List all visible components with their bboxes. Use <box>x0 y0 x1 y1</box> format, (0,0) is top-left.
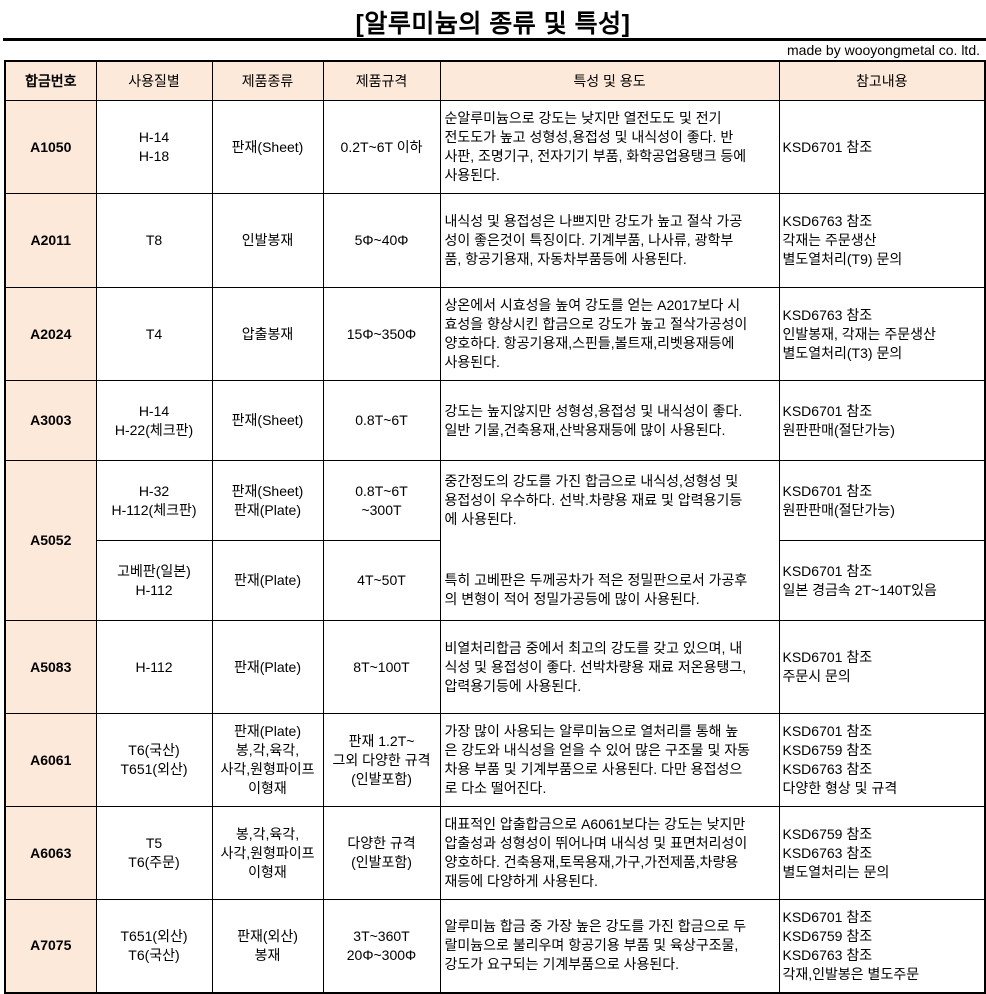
spec-cell: 4T~50T <box>322 540 441 621</box>
spec-cell: 3T~360T 20Φ~300Φ <box>322 899 441 993</box>
alloy-cell: A5083 <box>4 620 97 714</box>
table-row: A5083 H-112 판재(Plate) 8T~100T 비열처리합금 중에서 최고의… <box>4 620 986 714</box>
header-temper: 사용질별 <box>95 60 213 101</box>
table-row: A2011 T8 인발봉재 5Φ~40Φ 내식성 및 용접성은 나쁘지만 강도가 높고 … <box>4 193 986 288</box>
product-cell: 봉,각,육각, 사각,원형파이프 이형재 <box>211 806 324 900</box>
table-row: A7075 T651(외산) T6(국산) 판재(외산) 봉재 3T~360T 20Φ… <box>4 899 986 993</box>
table-row: A6063 T5 T6(주문) 봉,각,육각, 사각,원형파이프 이형재 다양한 규격… <box>4 806 986 900</box>
temper-cell: T651(외산) T6(국산) <box>95 899 213 993</box>
header-alloy: 합금번호 <box>4 60 97 101</box>
desc-cell: 강도는 높지않지만 성형성,용접성 및 내식성이 좋다. 일반 기물,건축용재,… <box>439 380 780 461</box>
header-product: 제품종류 <box>211 60 324 101</box>
spec-cell: 8T~100T <box>322 620 441 714</box>
desc-paragraph: 중간정도의 강도를 가진 합금으로 내식성,성형성 및 용접성이 우수하다. 선… <box>444 473 743 527</box>
product-cell: 판재(외산) 봉재 <box>211 899 324 993</box>
aluminum-table: 합금번호 사용질별 제품종류 제품규격 특성 및 용도 참고내용 A1050 H-… <box>4 60 986 994</box>
ref-cell: KSD6701 참조 주문시 문의 <box>778 620 986 714</box>
alloy-cell: A2024 <box>4 287 97 381</box>
temper-cell: T8 <box>95 193 213 288</box>
spec-cell: 15Φ~350Φ <box>322 287 441 381</box>
table-row: A2024 T4 압출봉재 15Φ~350Φ 상온에서 시효성을 높여 강도를 얻는 A… <box>4 287 986 381</box>
desc-cell: 내식성 및 용접성은 나쁘지만 강도가 높고 절삭 가공 성이 좋은것이 특징이… <box>439 193 780 288</box>
product-cell: 판재(Plate) <box>211 620 324 714</box>
title-divider <box>3 38 986 41</box>
product-cell: 판재(Sheet) <box>211 100 324 194</box>
temper-cell: H-32 H-112(체크판) <box>95 460 213 541</box>
desc-cell: 상온에서 시효성을 높여 강도를 얻는 A2017보다 시 효성을 향상시킨 합… <box>439 287 780 381</box>
temper-cell: H-14 H-18 <box>95 100 213 194</box>
temper-cell: 고베판(일본) H-112 <box>95 540 213 621</box>
spec-cell: 0.8T~6T <box>322 380 441 461</box>
page-title: [알루미늄의 종류 및 특성] <box>355 10 631 38</box>
header-desc: 특성 및 용도 <box>439 60 780 101</box>
header-spec: 제품규격 <box>322 60 441 101</box>
ref-cell: KSD6701 참조 원판판매(절단가능) <box>778 380 986 461</box>
spec-cell: 0.2T~6T 이하 <box>322 100 441 194</box>
table-row: A6061 T6(국산) T651(외산) 판재(Plate) 봉,각,육각, 사각… <box>4 713 986 807</box>
alloy-cell: A2011 <box>4 193 97 288</box>
ref-cell: KSD6701 참조 원판판매(절단가능) <box>778 460 986 541</box>
temper-cell: T5 T6(주문) <box>95 806 213 900</box>
ref-cell: KSD6701 참조 KSD6759 참조 KSD6763 참조 다양한 형상 … <box>778 713 986 807</box>
spec-cell: 판재 1.2T~ 그외 다양한 규격 (인발포함) <box>322 713 441 807</box>
desc-paragraph: 특히 고베판은 두께공차가 적은 정밀판으로서 가공후 의 변형이 적어 정밀가… <box>444 572 748 607</box>
table-row: A5052 H-32 H-112(체크판) 판재(Sheet) 판재(Plate) 0… <box>4 460 986 621</box>
product-cell: 인발봉재 <box>211 193 324 288</box>
table-row: A1050 H-14 H-18 판재(Sheet) 0.2T~6T 이하 순알루미늄으로… <box>4 100 986 194</box>
desc-cell: 비열처리합금 중에서 최고의 강도를 갖고 있으며, 내 식성 및 용접성이 좋… <box>439 620 780 714</box>
desc-cell: 대표적인 압출합금으로 A6061보다는 강도는 낮지만 압출성과 성형성이 뛰… <box>439 806 780 900</box>
header-ref: 참고내용 <box>778 60 986 101</box>
spec-cell: 5Φ~40Φ <box>322 193 441 288</box>
alloy-cell: A3003 <box>4 380 97 461</box>
temper-cell: H-112 <box>95 620 213 714</box>
credit-text: made by wooyongmetal co. ltd. <box>787 42 980 58</box>
product-cell: 압출봉재 <box>211 287 324 381</box>
spec-cell: 다양한 규격 (인발포함) <box>322 806 441 900</box>
product-cell: 판재(Plate) <box>211 540 324 621</box>
table-row: A3003 H-14 H-22(체크판) 판재(Sheet) 0.8T~6T 강도는 높… <box>4 380 986 461</box>
temper-cell: T6(국산) T651(외산) <box>95 713 213 807</box>
alloy-cell: A6061 <box>4 713 97 807</box>
ref-cell: KSD6701 참조 <box>778 100 986 194</box>
desc-cell: 중간정도의 강도를 가진 합금으로 내식성,성형성 및 용접성이 우수하다. 선… <box>439 460 780 621</box>
table-row: 고베판(일본) H-112 판재(Plate) 4T~50T KSD6701 참조 일… <box>5 540 986 621</box>
alloy-cell: A5052 <box>4 460 97 621</box>
product-cell: 판재(Sheet) 판재(Plate) <box>211 460 324 541</box>
ref-cell: KSD6763 참조 인발봉재, 각재는 주문생산 별도열처리(T3) 문의 <box>778 287 986 381</box>
desc-cell: 알루미늄 합금 중 가장 높은 강도를 가진 합금으로 두 랄미늄으로 불리우며… <box>439 899 780 993</box>
desc-cell: 가장 많이 사용되는 알루미늄으로 열처리를 통해 높 은 강도와 내식성을 얻… <box>439 713 780 807</box>
temper-cell: T4 <box>95 287 213 381</box>
desc-cell: 순알루미늄으로 강도는 낮지만 열전도도 및 전기 전도도가 높고 성형성,용접… <box>439 100 780 194</box>
ref-cell: KSD6759 참조 KSD6763 참조 별도열처리는 문의 <box>778 806 986 900</box>
ref-cell: KSD6701 참조 KSD6759 참조 KSD6763 참조 각재,인발봉은… <box>778 899 986 993</box>
alloy-cell: A6063 <box>4 806 97 900</box>
product-cell: 판재(Plate) 봉,각,육각, 사각,원형파이프 이형재 <box>211 713 324 807</box>
spec-cell: 0.8T~6T ~300T <box>322 460 441 541</box>
alloy-cell: A7075 <box>4 899 97 993</box>
product-cell: 판재(Sheet) <box>211 380 324 461</box>
table-header-row: 합금번호 사용질별 제품종류 제품규격 특성 및 용도 참고내용 <box>4 60 986 101</box>
ref-cell: KSD6701 참조 일본 경금속 2T~140T있음 <box>778 540 986 621</box>
ref-cell: KSD6763 참조 각재는 주문생산 별도열처리(T9) 문의 <box>778 193 986 288</box>
alloy-cell: A1050 <box>4 100 97 194</box>
temper-cell: H-14 H-22(체크판) <box>95 380 213 461</box>
